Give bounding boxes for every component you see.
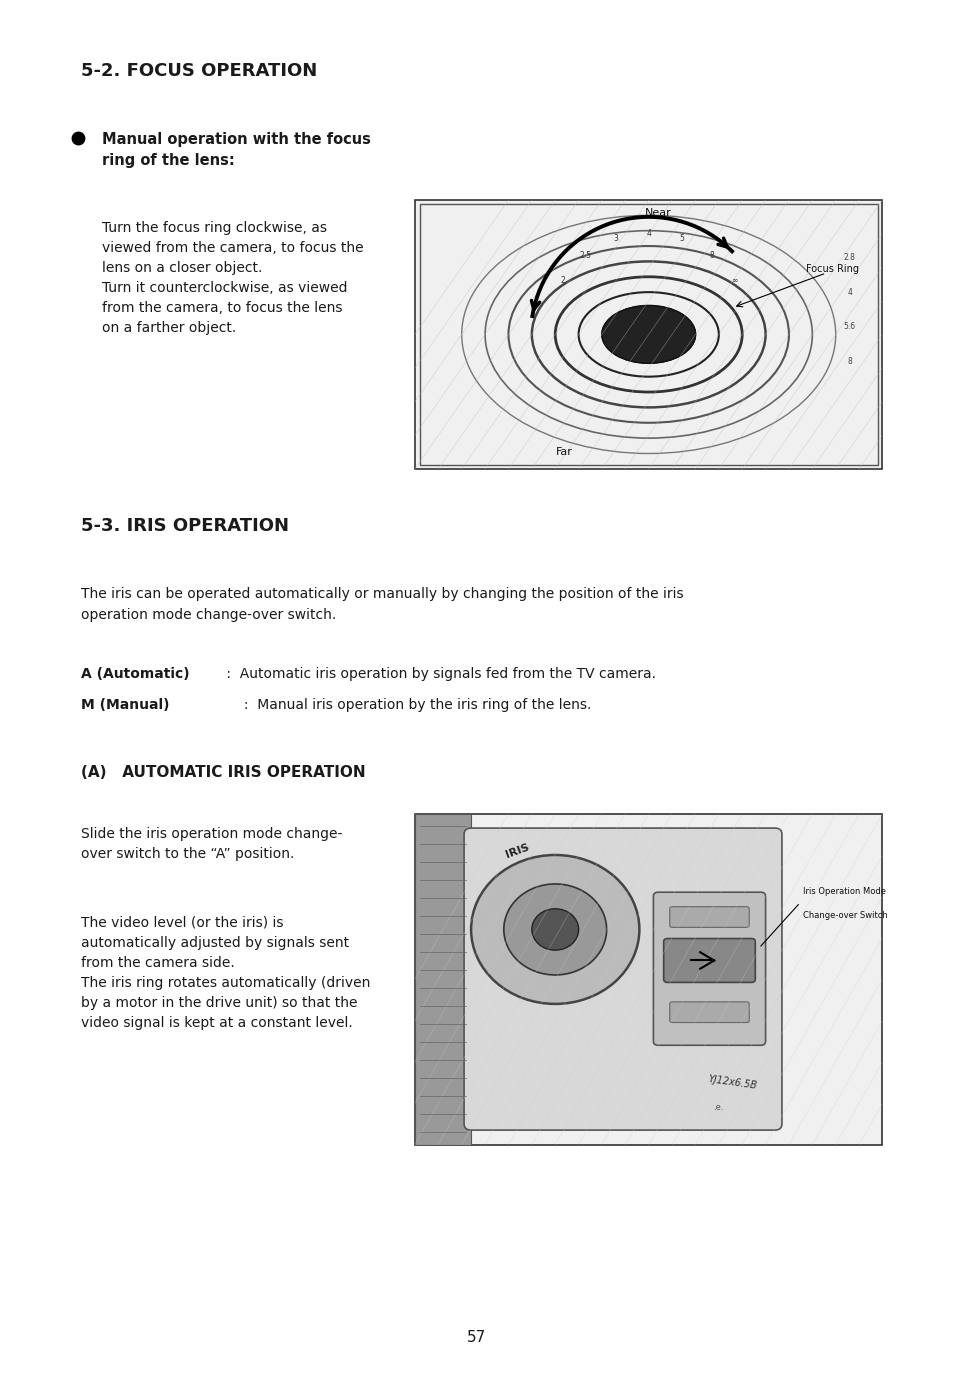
Circle shape — [531, 909, 578, 950]
Text: 8: 8 — [846, 357, 851, 365]
Text: 2.8: 2.8 — [842, 254, 855, 262]
Text: 5-2. FOCUS OPERATION: 5-2. FOCUS OPERATION — [81, 62, 317, 80]
FancyBboxPatch shape — [663, 939, 755, 982]
Text: (A)   AUTOMATIC IRIS OPERATION: (A) AUTOMATIC IRIS OPERATION — [81, 765, 365, 781]
Text: Near: Near — [644, 208, 671, 218]
Text: 5: 5 — [679, 234, 684, 243]
FancyBboxPatch shape — [463, 827, 781, 1131]
Text: Slide the iris operation mode change-
over switch to the “A” position.: Slide the iris operation mode change- ov… — [81, 827, 342, 862]
FancyBboxPatch shape — [669, 949, 748, 968]
Text: Turn the focus ring clockwise, as
viewed from the camera, to focus the
lens on a: Turn the focus ring clockwise, as viewed… — [102, 221, 363, 335]
Text: The video level (or the iris) is
automatically adjusted by signals sent
from the: The video level (or the iris) is automat… — [81, 916, 370, 1030]
Text: 8: 8 — [709, 251, 714, 259]
Text: Change-over Switch: Change-over Switch — [802, 910, 887, 920]
Circle shape — [503, 884, 606, 975]
Circle shape — [471, 855, 639, 1004]
Text: A (Automatic): A (Automatic) — [81, 667, 190, 681]
Ellipse shape — [601, 306, 695, 363]
Text: 57: 57 — [467, 1329, 486, 1345]
FancyBboxPatch shape — [415, 814, 882, 1145]
Text: 3: 3 — [612, 234, 618, 243]
Text: 5-3. IRIS OPERATION: 5-3. IRIS OPERATION — [81, 517, 289, 535]
Text: Far: Far — [556, 447, 573, 458]
Text: :  Manual iris operation by the iris ring of the lens.: : Manual iris operation by the iris ring… — [222, 698, 591, 712]
Text: Iris Operation Mode: Iris Operation Mode — [802, 887, 885, 896]
Text: Focus Ring: Focus Ring — [805, 265, 859, 274]
Text: 2.5: 2.5 — [579, 251, 591, 259]
FancyBboxPatch shape — [415, 814, 471, 1145]
FancyBboxPatch shape — [415, 200, 882, 469]
Text: YJ12x6.5B: YJ12x6.5B — [707, 1074, 758, 1091]
Text: 5.6: 5.6 — [842, 323, 855, 331]
FancyBboxPatch shape — [669, 1001, 748, 1023]
Text: 4: 4 — [645, 229, 651, 237]
Text: :  Automatic iris operation by signals fed from the TV camera.: : Automatic iris operation by signals fe… — [222, 667, 656, 681]
Text: 2: 2 — [560, 276, 565, 284]
Text: M (Manual): M (Manual) — [81, 698, 170, 712]
Text: IRIS: IRIS — [504, 843, 531, 859]
Text: ∞: ∞ — [730, 276, 737, 284]
Text: The iris can be operated automatically or manually by changing the position of t: The iris can be operated automatically o… — [81, 587, 683, 622]
Text: 4: 4 — [846, 288, 851, 296]
FancyBboxPatch shape — [669, 907, 748, 927]
Text: Manual operation with the focus
ring of the lens:: Manual operation with the focus ring of … — [102, 132, 371, 168]
Text: .e.: .e. — [713, 1103, 723, 1111]
FancyBboxPatch shape — [653, 892, 765, 1045]
